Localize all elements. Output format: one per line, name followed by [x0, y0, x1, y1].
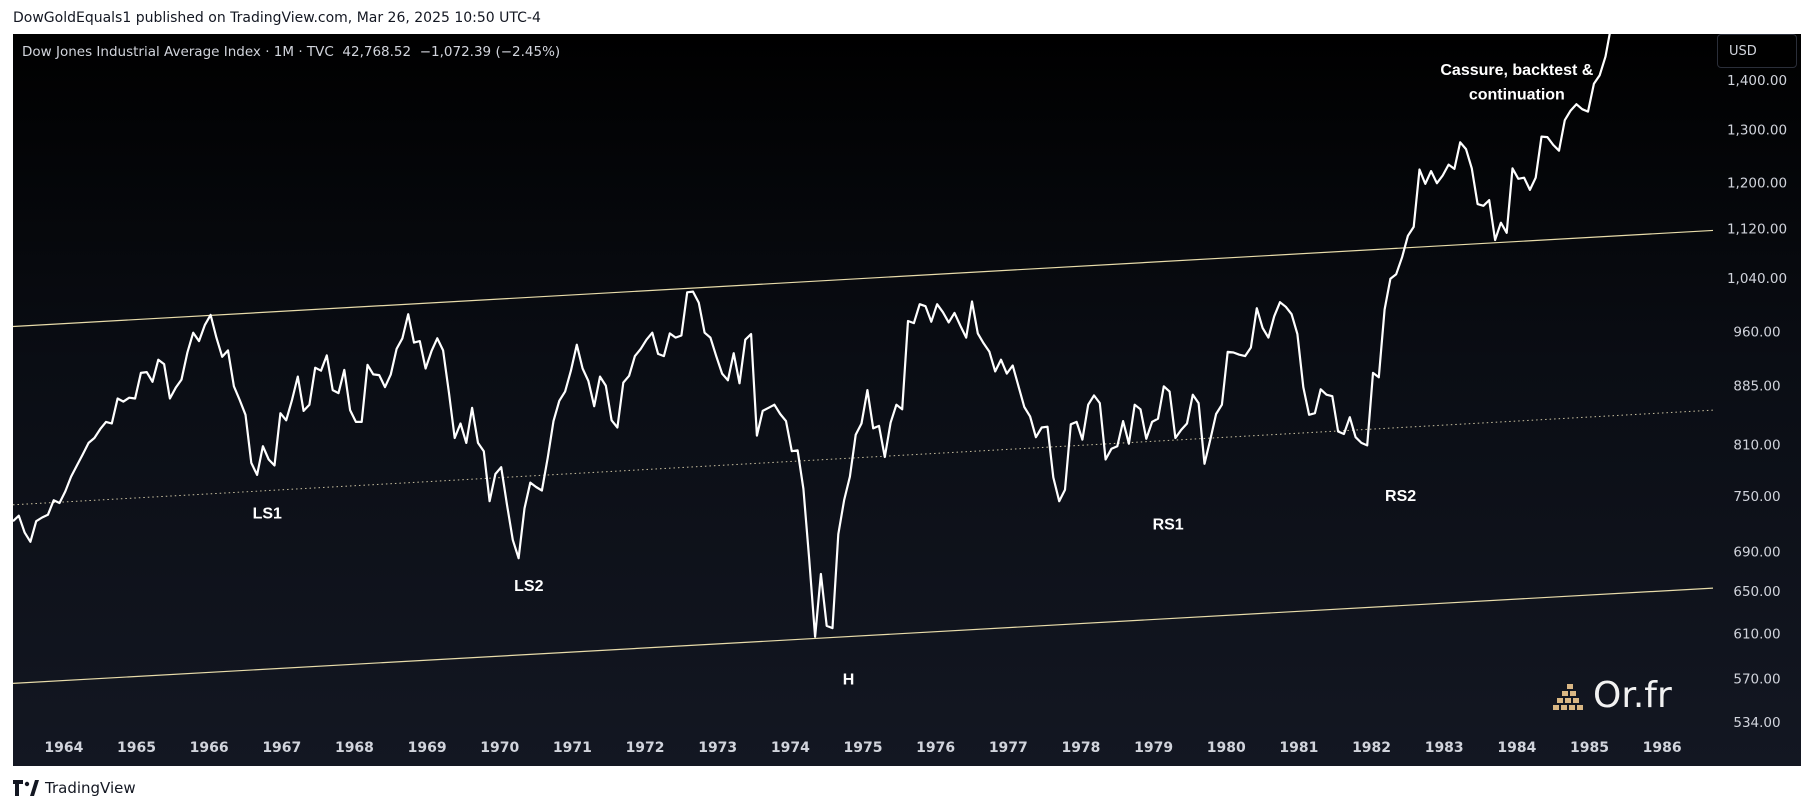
- symbol-name: Dow Jones Industrial Average Index · 1M …: [22, 44, 334, 60]
- x-axis[interactable]: 1964 1965 1966 1967 1968 1969 1970 1971 1972 1973…: [44, 740, 1681, 756]
- annotation-label: RS1: [1153, 517, 1184, 534]
- currency-selector[interactable]: USD: [1717, 34, 1797, 68]
- gold-bars-icon: [1553, 684, 1583, 710]
- footer-brand: TradingView: [45, 779, 136, 797]
- x-tick-label: 1979: [1134, 740, 1173, 756]
- chart-canvas[interactable]: LS1 LS2 H RS1 RS2 Cassure, backtest & continua…: [13, 34, 1801, 766]
- channel-line-upper: [13, 229, 1714, 328]
- x-tick-label: 1964: [44, 740, 83, 756]
- x-tick-label: 1986: [1643, 740, 1682, 756]
- annotation-label: LS1: [253, 505, 282, 522]
- y-tick-label: 610.00: [1733, 627, 1780, 643]
- annotation-label: continuation: [1469, 86, 1565, 103]
- y-tick-label: 534.00: [1733, 715, 1780, 731]
- logo-text: Or.fr: [1593, 675, 1672, 716]
- x-tick-label: 1967: [262, 740, 301, 756]
- y-tick-label: 650.00: [1733, 584, 1780, 600]
- y-tick-label: 1,400.00: [1727, 73, 1787, 89]
- x-tick-label: 1981: [1279, 740, 1318, 756]
- symbol-header: Dow Jones Industrial Average Index · 1M …: [22, 44, 560, 60]
- x-tick-label: 1984: [1497, 740, 1536, 756]
- x-tick-label: 1978: [1061, 740, 1100, 756]
- x-tick-label: 1977: [989, 740, 1028, 756]
- x-tick-label: 1973: [698, 740, 737, 756]
- chart-area[interactable]: LS1 LS2 H RS1 RS2 Cassure, backtest & continua…: [13, 34, 1801, 766]
- y-tick-label: 960.00: [1733, 324, 1780, 340]
- y-tick-label: 810.00: [1733, 438, 1780, 454]
- x-tick-label: 1974: [771, 740, 810, 756]
- series-line-0: [13, 34, 1611, 638]
- y-tick-label: 885.00: [1733, 379, 1780, 395]
- x-tick-label: 1971: [553, 740, 592, 756]
- price-change: −1,072.39 (−2.45%): [419, 44, 561, 60]
- or-fr-logo: Or.fr: [1553, 678, 1672, 714]
- currency-label: USD: [1729, 44, 1757, 59]
- channel-line-lower: [13, 587, 1714, 684]
- annotation-label: H: [843, 672, 855, 689]
- channel-line-mid: [13, 409, 1714, 506]
- annotation-label: RS2: [1385, 488, 1416, 505]
- annotation-label: LS2: [514, 578, 543, 595]
- price-series: [13, 34, 1611, 638]
- y-tick-label: 570.00: [1733, 672, 1780, 688]
- x-tick-label: 1969: [408, 740, 447, 756]
- y-tick-label: 750.00: [1733, 489, 1780, 505]
- x-tick-label: 1980: [1207, 740, 1246, 756]
- x-tick-label: 1982: [1352, 740, 1391, 756]
- y-axis[interactable]: 1,400.00 1,300.00 1,200.00 1,120.00 1,040.00…: [1727, 73, 1787, 731]
- x-tick-label: 1983: [1425, 740, 1464, 756]
- x-tick-label: 1972: [626, 740, 665, 756]
- y-tick-label: 1,300.00: [1727, 122, 1787, 138]
- x-tick-label: 1966: [190, 740, 229, 756]
- last-price: 42,768.52: [342, 44, 412, 60]
- footer[interactable]: TradingView: [13, 779, 136, 797]
- channel-lines: [13, 229, 1714, 684]
- x-tick-label: 1976: [916, 740, 955, 756]
- annotations: LS1 LS2 H RS1 RS2 Cassure, backtest & continua…: [253, 62, 1594, 688]
- y-tick-label: 1,120.00: [1727, 222, 1787, 238]
- x-tick-label: 1985: [1570, 740, 1609, 756]
- published-line: DowGoldEquals1 published on TradingView.…: [13, 10, 541, 26]
- x-tick-label: 1965: [117, 740, 156, 756]
- y-tick-label: 1,040.00: [1727, 271, 1787, 287]
- annotation-label: Cassure, backtest &: [1440, 62, 1593, 79]
- x-tick-label: 1975: [844, 740, 883, 756]
- x-tick-label: 1970: [480, 740, 519, 756]
- y-tick-label: 1,200.00: [1727, 176, 1787, 192]
- tradingview-logo-icon: [13, 780, 39, 796]
- y-tick-label: 690.00: [1733, 544, 1780, 560]
- x-tick-label: 1968: [335, 740, 374, 756]
